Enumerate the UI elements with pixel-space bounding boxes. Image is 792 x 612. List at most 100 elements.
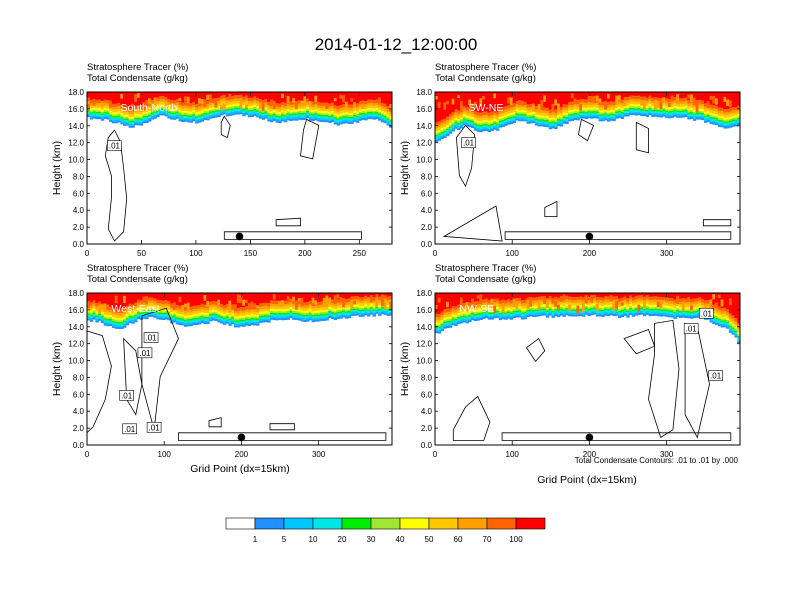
tracer-cell bbox=[186, 312, 191, 316]
tracer-cell bbox=[703, 119, 708, 121]
tracer-cell bbox=[369, 92, 374, 100]
tracer-cell bbox=[245, 299, 249, 303]
tracer-cell bbox=[333, 113, 338, 116]
tracer-cell bbox=[695, 312, 700, 314]
tracer-cell bbox=[465, 124, 469, 127]
tracer-cell bbox=[361, 305, 365, 308]
tracer-cell bbox=[153, 97, 157, 106]
tracer-cell bbox=[250, 321, 254, 323]
tracer-cell bbox=[355, 296, 360, 300]
tracer-cell bbox=[100, 309, 105, 313]
tracer-cell bbox=[178, 110, 182, 113]
tracer-cell bbox=[167, 114, 171, 117]
tracer-cell bbox=[656, 301, 660, 308]
tracer-cell bbox=[186, 320, 191, 323]
tracer-cell bbox=[383, 293, 388, 296]
tracer-cell bbox=[618, 104, 622, 107]
tracer-cell bbox=[623, 308, 627, 311]
tracer-cell bbox=[443, 130, 447, 133]
tracer-cell bbox=[109, 92, 113, 103]
tracer-cell bbox=[673, 316, 677, 319]
tracer-cell bbox=[172, 311, 177, 314]
tracer-cell bbox=[606, 299, 611, 303]
tracer-cell bbox=[270, 317, 274, 320]
tracer-cell bbox=[576, 111, 580, 114]
tracer-cell bbox=[317, 119, 321, 122]
tracer-cell bbox=[629, 301, 633, 304]
tracer-cell bbox=[306, 114, 310, 116]
tracer-cell bbox=[275, 300, 279, 305]
tracer-cell bbox=[468, 107, 472, 112]
tracer-cell bbox=[604, 293, 608, 297]
y-tick-label: 0.0 bbox=[421, 240, 433, 249]
tracer-cell bbox=[325, 108, 329, 112]
tracer-cell bbox=[267, 313, 271, 316]
tracer-cell bbox=[336, 109, 340, 112]
tracer-cell bbox=[153, 105, 157, 108]
tracer-cell bbox=[634, 110, 639, 112]
tracer-cell bbox=[256, 321, 260, 324]
tracer-cell bbox=[217, 113, 221, 115]
tracer-cell bbox=[242, 307, 246, 311]
tracer-cell bbox=[618, 112, 622, 115]
tracer-cell bbox=[507, 309, 511, 312]
tracer-cell bbox=[319, 313, 324, 316]
tracer-cell bbox=[197, 322, 202, 325]
tracer-cell bbox=[734, 119, 738, 121]
tracer-cell bbox=[584, 310, 589, 313]
tracer-cell bbox=[153, 293, 157, 299]
tracer-cell bbox=[148, 314, 152, 317]
tracer-cell bbox=[559, 302, 564, 305]
tracer-cell bbox=[548, 304, 553, 307]
tracer-cell bbox=[314, 114, 318, 117]
tracer-cell bbox=[587, 305, 591, 308]
tracer-cell bbox=[670, 101, 675, 105]
tracer-cell bbox=[448, 293, 453, 309]
tracer-cell bbox=[570, 107, 575, 111]
tracer-cell bbox=[148, 92, 152, 103]
tracer-cell bbox=[459, 316, 464, 318]
tracer-cell bbox=[231, 293, 235, 305]
tracer-cell bbox=[95, 92, 99, 100]
tracer-cell bbox=[217, 315, 221, 317]
tracer-cell bbox=[314, 118, 318, 121]
tracer-cell bbox=[484, 123, 489, 126]
tracer-cell bbox=[281, 110, 285, 113]
tracer-cell bbox=[529, 107, 533, 110]
tracer-cell bbox=[150, 102, 154, 111]
tracer-cell bbox=[200, 99, 204, 105]
tracer-cell bbox=[440, 119, 444, 124]
tracer-cell bbox=[645, 305, 650, 308]
tracer-cell bbox=[136, 316, 141, 320]
tracer-cell bbox=[270, 310, 274, 313]
tracer-cell bbox=[623, 313, 627, 316]
tracer-cell bbox=[723, 311, 727, 314]
tracer-cell bbox=[253, 99, 257, 103]
tracer-cell bbox=[623, 312, 627, 314]
tracer-cell bbox=[339, 302, 343, 306]
tracer-cell bbox=[720, 121, 724, 124]
tracer-cell bbox=[728, 108, 733, 112]
tracer-cell bbox=[211, 92, 216, 99]
tracer-cell bbox=[247, 302, 251, 309]
tracer-cell bbox=[454, 318, 458, 321]
tracer-field bbox=[435, 293, 740, 344]
tracer-cell bbox=[645, 97, 650, 101]
tracer-cell bbox=[339, 108, 343, 111]
tracer-cell bbox=[676, 293, 680, 298]
tracer-cell bbox=[109, 322, 113, 324]
x-axis-title-right: Grid Point (dx=15km) bbox=[537, 474, 637, 486]
tracer-cell bbox=[545, 125, 550, 128]
tracer-cell bbox=[134, 123, 138, 126]
contour-line bbox=[269, 423, 295, 431]
tracer-cell bbox=[554, 310, 558, 313]
tracer-cell bbox=[703, 106, 708, 110]
contour-line bbox=[501, 432, 732, 441]
tracer-cell bbox=[369, 110, 374, 113]
tracer-cell bbox=[512, 92, 517, 104]
tracer-cell bbox=[228, 102, 232, 105]
tracer-cell bbox=[225, 293, 230, 305]
tracer-cell bbox=[484, 310, 489, 313]
tracer-cell bbox=[509, 293, 514, 301]
tracer-cell bbox=[364, 301, 368, 305]
